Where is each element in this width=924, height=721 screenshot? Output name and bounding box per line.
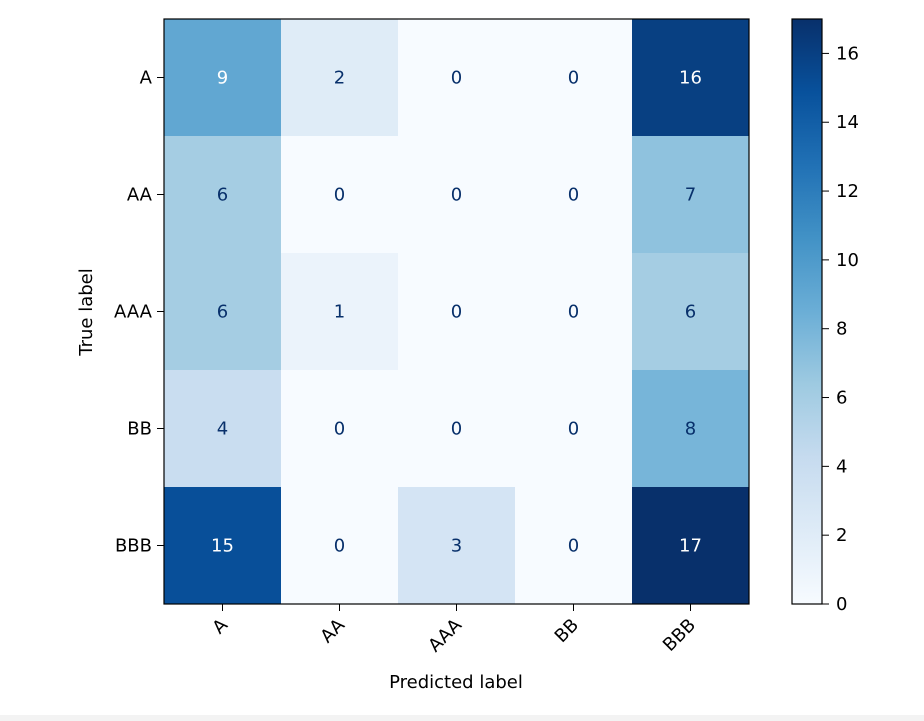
y-tick-label: BBB [115, 536, 152, 557]
cell-value-label: 0 [451, 419, 462, 440]
x-tick-label: BB [551, 615, 583, 647]
cell-value-label: 0 [568, 419, 579, 440]
cell-value-label: 6 [217, 302, 228, 323]
x-tick-label: BBB [659, 615, 700, 656]
heatmap-cell [281, 136, 399, 254]
cell-value-label: 3 [451, 536, 462, 557]
cell-value-label: 4 [217, 419, 228, 440]
heatmap-cell [164, 136, 282, 254]
colorbar-tick-label: 16 [836, 43, 859, 64]
cell-value-label: 2 [334, 68, 345, 89]
colorbar-tick-label: 10 [836, 250, 859, 271]
heatmap-cell [164, 370, 282, 488]
colorbar-tick-label: 8 [836, 319, 847, 340]
heatmap-cell [164, 19, 282, 137]
colorbar [791, 18, 823, 605]
heatmap-cell [632, 136, 750, 254]
colorbar-ticks: 0 2 4 6 8 10 12 14 16 [822, 43, 859, 615]
heatmap-cell [515, 370, 633, 488]
heatmap-cell [281, 19, 399, 137]
y-tick-label: AA [127, 185, 153, 206]
heatmap-cell [398, 370, 516, 488]
cell-value-label: 0 [451, 185, 462, 206]
y-tick-label: A [140, 68, 153, 89]
cell-value-label: 15 [211, 536, 234, 557]
x-tick-label: A [208, 614, 232, 638]
cell-value-label: 9 [217, 68, 228, 89]
heatmap-cell [281, 487, 399, 605]
cell-value-label: 6 [685, 302, 696, 323]
colorbar-tick-label: 2 [836, 525, 847, 546]
y-tick-label: AAA [114, 302, 153, 323]
x-tick-label: AA [316, 614, 349, 647]
colorbar-tick-label: 4 [836, 456, 847, 477]
heatmap-cell [515, 19, 633, 137]
cell-value-label: 0 [334, 536, 345, 557]
cell-value-label: 6 [217, 185, 228, 206]
heatmap-cell [515, 253, 633, 371]
heatmap-cell [164, 487, 282, 605]
heatmap-cell [632, 370, 750, 488]
cell-value-label: 0 [334, 185, 345, 206]
heatmap-cell [281, 370, 399, 488]
cell-value-label: 0 [568, 185, 579, 206]
heatmap-cell [398, 19, 516, 137]
colorbar-tick-label: 0 [836, 594, 847, 615]
cell-value-label: 0 [451, 68, 462, 89]
heatmap-cell [632, 19, 750, 137]
cell-value-label: 0 [451, 302, 462, 323]
heatmap-cell [515, 487, 633, 605]
y-tick-label: BB [127, 419, 152, 440]
heatmap-cell [398, 253, 516, 371]
cell-value-label: 17 [679, 536, 702, 557]
heatmap-cell [632, 253, 750, 371]
colorbar-tick-label: 12 [836, 181, 859, 202]
cell-value-label: 1 [334, 302, 345, 323]
heatmap-cell [164, 253, 282, 371]
cell-value-label: 16 [679, 68, 702, 89]
heatmap-cell [632, 487, 750, 605]
x-axis: A AA AAA BB BBB [208, 604, 700, 656]
y-axis-label: True label [76, 268, 97, 357]
colorbar-tick-label: 14 [836, 112, 859, 133]
cell-value-label: 0 [568, 302, 579, 323]
cell-value-label: 7 [685, 185, 696, 206]
cell-value-label: 0 [568, 68, 579, 89]
heatmap-cells [164, 19, 750, 605]
cell-value-label: 0 [334, 419, 345, 440]
x-tick-label: AAA [424, 614, 466, 656]
x-axis-label: Predicted label [389, 672, 523, 693]
cell-value-labels: 9 2 0 0 16 6 0 0 0 7 6 1 0 0 6 4 0 0 0 8 15 0 3 0 17 [211, 68, 702, 557]
heatmap-cell [398, 487, 516, 605]
colorbar-tick-label: 6 [836, 388, 847, 409]
heatmap-cell [398, 136, 516, 254]
heatmap-cell [515, 136, 633, 254]
heatmap-cell [281, 253, 399, 371]
cell-value-label: 0 [568, 536, 579, 557]
cell-value-label: 8 [685, 419, 696, 440]
